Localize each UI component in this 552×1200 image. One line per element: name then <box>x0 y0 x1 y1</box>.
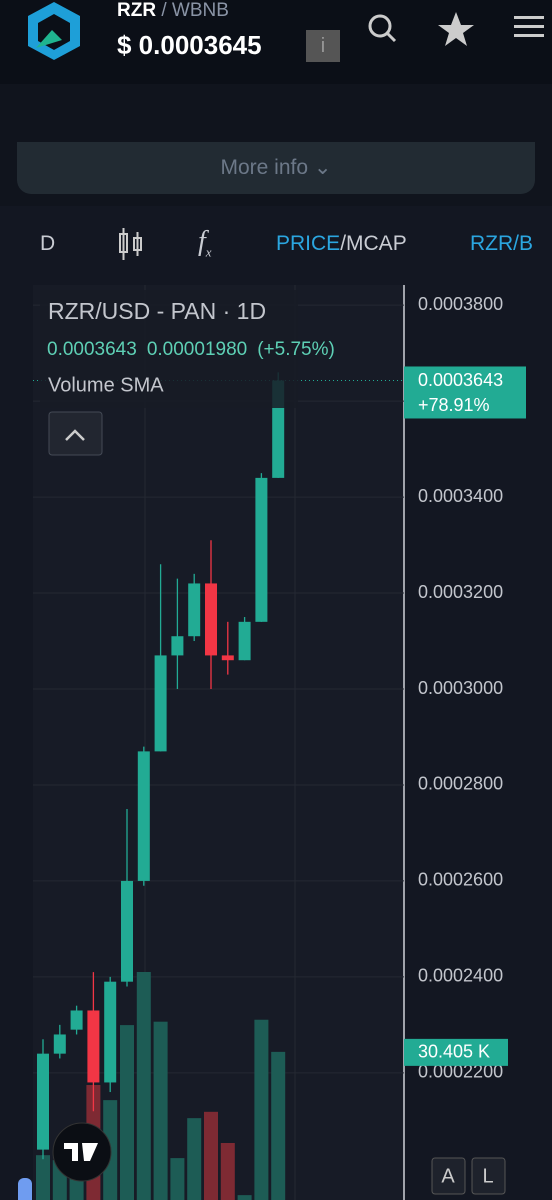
ohlc-legend: 0.0003643 0.00001980 (+5.75%) <box>47 339 335 360</box>
symbol: RZR <box>117 0 157 21</box>
volume-bar <box>220 1143 235 1200</box>
y-tick-label: 0.0002200 <box>418 1062 503 1082</box>
y-tick-label: 0.0003000 <box>418 678 503 698</box>
volume-name: Volume SMA <box>48 374 164 396</box>
legend-change: 0.00001980 <box>147 339 247 360</box>
more-info-text: More info <box>220 156 309 179</box>
candle-body <box>104 981 117 1083</box>
pair-toggle[interactable]: RZR/B <box>470 232 533 255</box>
indicator-icon[interactable]: fx <box>198 226 212 260</box>
candle-body <box>37 1053 49 1150</box>
scale-button[interactable] <box>471 1157 506 1195</box>
volume-bar <box>204 1111 218 1200</box>
toolbar: D fx PRICE/MCAP RZR/B <box>0 212 552 276</box>
info-area: More info ⌄ <box>0 84 552 206</box>
candle-icon[interactable] <box>116 226 146 262</box>
legend-bg <box>40 290 298 408</box>
scale-button[interactable] <box>431 1157 466 1195</box>
candle-body <box>221 655 234 661</box>
collapse-arrow <box>65 429 85 441</box>
mcap-toggle[interactable]: /MCAP <box>340 232 407 255</box>
candle-body <box>188 583 201 637</box>
candle-body <box>87 1010 100 1083</box>
y-tick-label: 0.0002600 <box>418 870 503 890</box>
price-toggle[interactable]: PRICE <box>276 232 341 255</box>
price-tag-change: +78.91% <box>418 395 490 415</box>
top-bar: RZR / WBNB $ 0.0003645 i <box>0 0 552 84</box>
pair: / WBNB <box>161 0 229 21</box>
y-tick-label: 0.0002400 <box>418 966 503 986</box>
info-button[interactable]: i <box>306 30 340 62</box>
legend-change-pct: (+5.75%) <box>257 339 335 360</box>
volume-bar <box>136 972 151 1200</box>
candle-body <box>53 1034 66 1054</box>
volume-tag <box>404 1038 508 1066</box>
interval[interactable]: D <box>40 232 56 255</box>
menu-icon[interactable] <box>514 14 544 40</box>
price-tag-value: 0.0003643 <box>418 370 503 390</box>
candle-body <box>255 477 268 622</box>
y-tick-label: 0.0003200 <box>418 582 503 602</box>
candle-body <box>121 880 133 982</box>
collapse-button[interactable] <box>48 411 103 456</box>
volume-bar <box>120 1025 134 1200</box>
tv-logo <box>52 1122 112 1182</box>
y-tick-label: 0.0002800 <box>418 774 503 794</box>
tv-logo-mark <box>64 1143 98 1161</box>
star-icon[interactable] <box>436 10 476 50</box>
candle-body <box>238 621 251 661</box>
chart-title: RZR/USD - PAN · 1D <box>48 298 266 324</box>
more-info[interactable]: More info ⌄ <box>17 142 535 194</box>
volume-bar <box>187 1118 202 1200</box>
volume-bar <box>271 1051 286 1200</box>
volume-bar <box>254 1019 269 1200</box>
volume-bar <box>170 1158 185 1200</box>
scroll-handle <box>18 1178 32 1200</box>
candle-body <box>154 655 167 752</box>
y-tick-label: 0.0003400 <box>418 486 503 506</box>
logo <box>28 2 80 60</box>
volume-bar <box>36 1155 50 1200</box>
y-tick-label: 0.0003800 <box>418 294 503 314</box>
candle-body <box>171 636 184 656</box>
scale-button-label: L <box>482 1165 493 1187</box>
scale-button-label: A <box>441 1165 455 1187</box>
candle-body <box>70 1010 83 1030</box>
price-tag <box>404 366 526 419</box>
volume-tag-label: 30.405 K <box>418 1042 490 1062</box>
candle-body <box>137 751 150 881</box>
search-icon[interactable] <box>364 10 400 46</box>
volume-bar <box>237 1195 252 1200</box>
legend-close: 0.0003643 <box>47 339 137 360</box>
volume-bar <box>153 1021 168 1200</box>
candle-body <box>205 583 217 656</box>
price: $ 0.0003645 <box>117 30 262 60</box>
